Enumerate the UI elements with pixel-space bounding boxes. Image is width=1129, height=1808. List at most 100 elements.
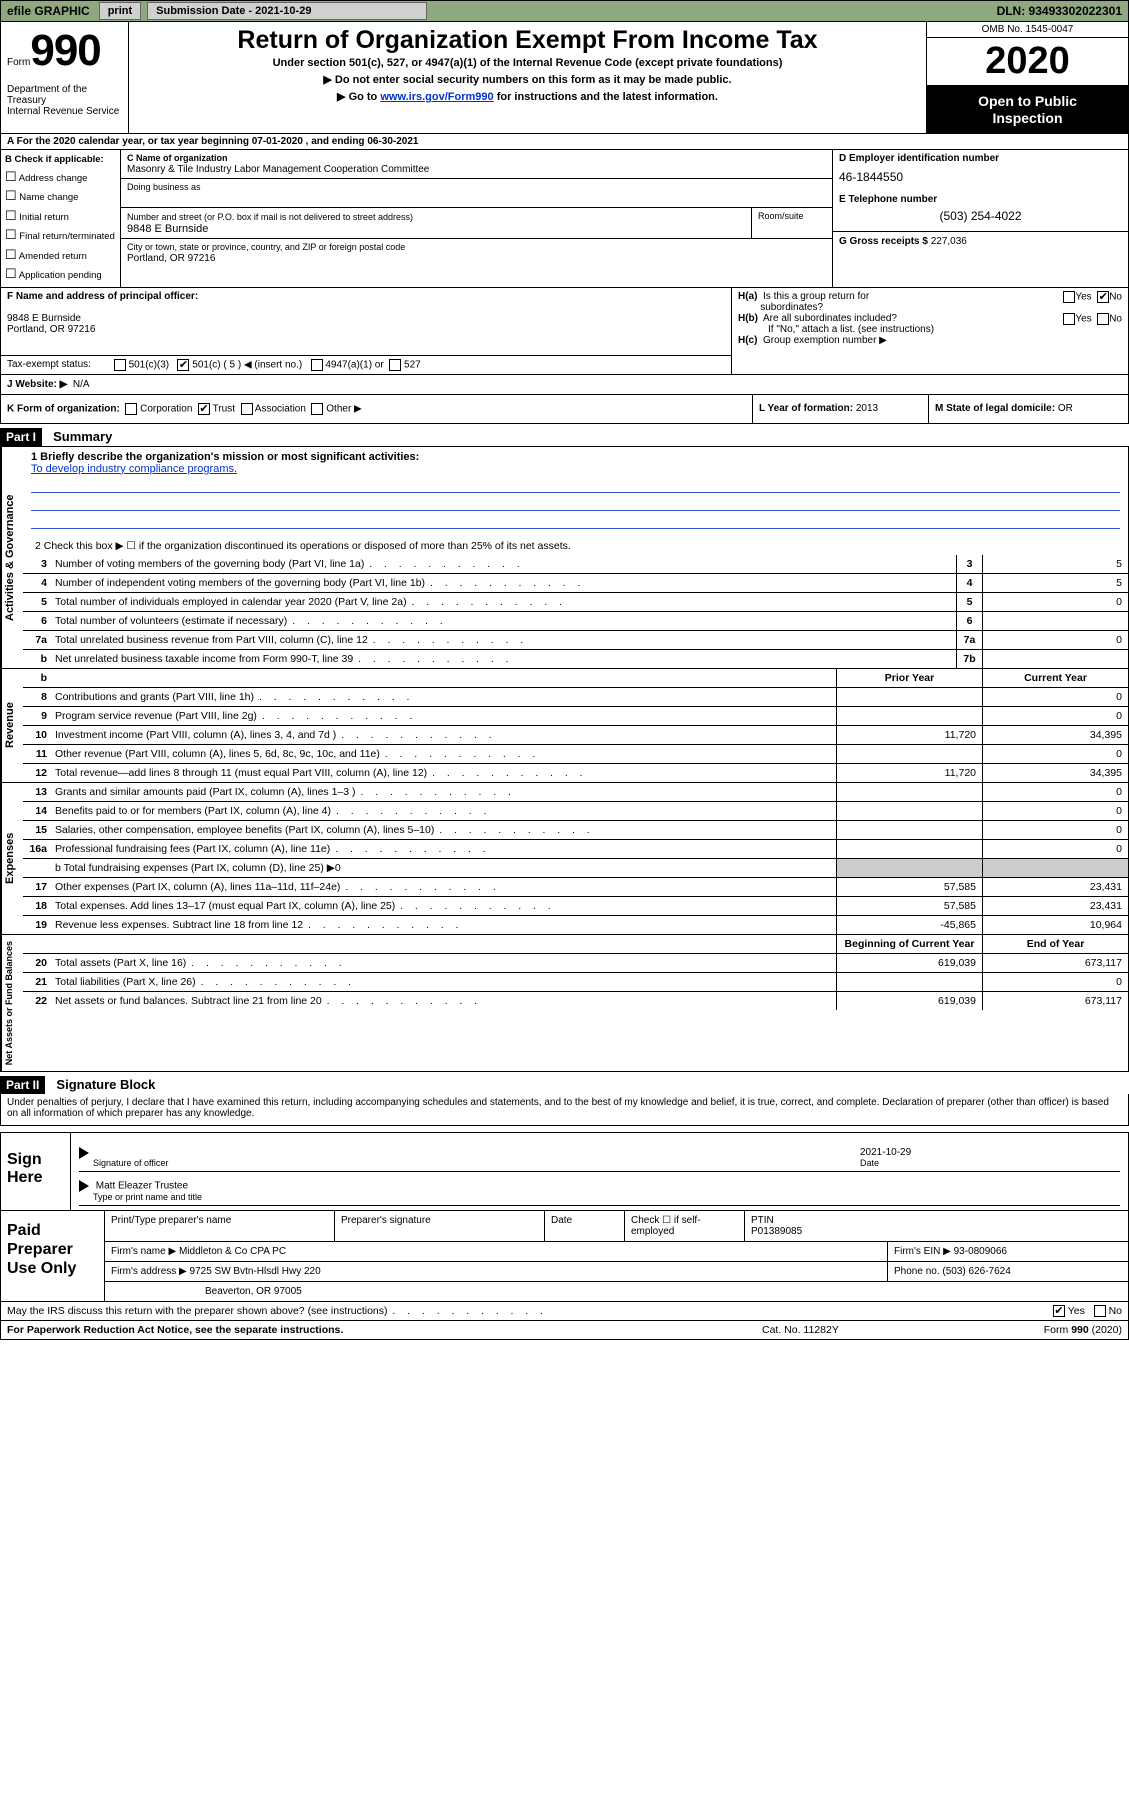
summary-net-assets: Net Assets or Fund Balances Beginning of… [0,935,1129,1072]
entity-grid: B Check if applicable: ☐ Address change … [0,150,1129,288]
submission-date-button[interactable]: Submission Date - 2021-10-29 [147,2,427,20]
telephone-value: (503) 254-4022 [839,209,1122,223]
omb-number: OMB No. 1545-0047 [927,22,1128,38]
ptin-value: P01389085 [751,1226,802,1237]
summary-line-10: 10Investment income (Part VIII, column (… [23,726,1128,745]
website-row: J Website: ▶ N/A [0,375,1129,395]
summary-line-16a: 16aProfessional fundraising fees (Part I… [23,840,1128,859]
irs-link[interactable]: www.irs.gov/Form990 [380,91,493,103]
city-row: City or town, state or province, country… [121,239,832,267]
sign-date: 2021-10-29Date [860,1147,1120,1169]
dept-label: Department of the TreasuryInternal Reven… [7,84,122,117]
discuss-yes-checkbox[interactable] [1053,1305,1065,1317]
sidebar-expenses: Expenses [1,783,23,934]
summary-revenue: Revenue b Prior Year Current Year 8Contr… [0,669,1129,783]
summary-line-18: 18Total expenses. Add lines 13–17 (must … [23,897,1128,916]
box-c-org-info: C Name of organization Masonry & Tile In… [121,150,832,287]
box-h-group-return: H(a) Is this a group return for Yes No s… [732,288,1128,374]
efile-label: efile GRAPHIC [1,4,96,18]
form-header: Form990 Department of the TreasuryIntern… [0,22,1129,134]
top-bar: efile GRAPHIC print Submission Date - 20… [0,0,1129,22]
summary-line-5: 5Total number of individuals employed in… [23,593,1128,612]
summary-line-11: 11Other revenue (Part VIII, column (A), … [23,745,1128,764]
sign-here-label: SignHere [1,1133,71,1210]
tax-year: 2020 [927,38,1128,87]
summary-line-7a: 7aTotal unrelated business revenue from … [23,631,1128,650]
klm-row: K Form of organization: Corporation Trus… [0,395,1129,424]
summary-line-15: 15Salaries, other compensation, employee… [23,821,1128,840]
print-button[interactable]: print [99,2,141,20]
summary-line-9: 9Program service revenue (Part VIII, lin… [23,707,1128,726]
part-i-title: Summary [45,429,112,444]
summary-line-12: 12Total revenue—add lines 8 through 11 (… [23,764,1128,782]
net-header: Beginning of Current Year End of Year [23,935,1128,954]
summary-line-3: 3Number of voting members of the governi… [23,555,1128,574]
line-16b: b Total fundraising expenses (Part IX, c… [23,859,1128,878]
summary-line-17: 17Other expenses (Part IX, column (A), l… [23,878,1128,897]
part-ii-header-row: Part II Signature Block [0,1072,1129,1094]
summary-line-7b: bNet unrelated business taxable income f… [23,650,1128,668]
mission-text: To develop industry compliance programs. [31,463,237,475]
ein-value: 46-1844550 [839,170,1122,184]
part-i-header-row: Part I Summary [0,424,1129,446]
sign-here-block: SignHere Signature of officer 2021-10-29… [0,1132,1129,1211]
sig-arrow-icon [79,1147,89,1159]
501c-checkbox[interactable] [177,359,189,371]
firm-address-row: Firm's address ▶ 9725 SW Bvtn-Hlsdl Hwy … [105,1262,1128,1282]
catalog-number: Cat. No. 11282Y [762,1324,962,1336]
form-subtitle: Under section 501(c), 527, or 4947(a)(1)… [137,57,918,69]
summary-line-20: 20Total assets (Part X, line 16)619,0396… [23,954,1128,973]
instr-no-ssn: ▶ Do not enter social security numbers o… [137,73,918,86]
summary-line-19: 19Revenue less expenses. Subtract line 1… [23,916,1128,934]
principal-officer: F Name and address of principal officer:… [1,288,731,356]
org-name: Masonry & Tile Industry Labor Management… [127,164,429,175]
sidebar-revenue: Revenue [1,669,23,782]
mission-block: 1 Briefly describe the organization's mi… [23,447,1128,537]
line-2: 2 Check this box ▶ ☐ if the organization… [23,537,1128,555]
name-arrow-icon [79,1180,89,1192]
open-public-badge: Open to PublicInspection [927,87,1128,133]
summary-line-14: 14Benefits paid to or for members (Part … [23,802,1128,821]
street-row: Number and street (or P.O. box if mail i… [121,208,832,239]
officer-name: Matt Eleazer Trustee [96,1181,188,1192]
section-a-tax-year: A For the 2020 calendar year, or tax yea… [0,134,1129,150]
summary-line-8: 8Contributions and grants (Part VIII, li… [23,688,1128,707]
part-i-tag: Part I [0,428,42,446]
form-of-organization: K Form of organization: Corporation Trus… [1,395,752,423]
paid-preparer-block: PaidPreparerUse Only Print/Type preparer… [0,1211,1129,1302]
trust-checkbox[interactable] [198,403,210,415]
form-number: 990 [30,26,100,75]
omb-year-block: OMB No. 1545-0047 2020 Open to PublicIns… [926,22,1128,133]
form-title-block: Return of Organization Exempt From Incom… [129,22,926,133]
gross-receipts: G Gross receipts $ 227,036 [833,231,1128,251]
summary-line-13: 13Grants and similar amounts paid (Part … [23,783,1128,802]
paid-preparer-label: PaidPreparerUse Only [1,1211,105,1301]
org-city: Portland, OR 97216 [127,253,215,264]
rev-header: b Prior Year Current Year [23,669,1128,688]
state-of-domicile: M State of legal domicile: OR [928,395,1128,423]
org-name-row: C Name of organization Masonry & Tile In… [121,150,832,179]
summary-governance: Activities & Governance 1 Briefly descri… [0,446,1129,669]
summary-line-21: 21Total liabilities (Part X, line 26)0 [23,973,1128,992]
ha-no-checkbox[interactable] [1097,291,1109,303]
jurat-text: Under penalties of perjury, I declare th… [0,1094,1129,1126]
footer-row: For Paperwork Reduction Act Notice, see … [0,1321,1129,1340]
room-suite: Room/suite [752,208,832,238]
summary-line-6: 6Total number of volunteers (estimate if… [23,612,1128,631]
part-ii-tag: Part II [0,1076,45,1094]
officer-signature-line: Signature of officer [93,1147,860,1169]
summary-line-22: 22Net assets or fund balances. Subtract … [23,992,1128,1010]
dba-row: Doing business as [121,179,832,208]
fh-row: F Name and address of principal officer:… [0,288,1129,375]
tax-exempt-status: Tax-exempt status: 501(c)(3) 501(c) ( 5 … [1,356,731,374]
firm-name-row: Firm's name ▶ Middleton & Co CPA PC Firm… [105,1242,1128,1262]
preparer-header-row: Print/Type preparer's name Preparer's si… [105,1211,1128,1242]
instr-link: ▶ Go to www.irs.gov/Form990 for instruct… [137,90,918,103]
sidebar-governance: Activities & Governance [1,447,23,668]
summary-expenses: Expenses 13Grants and similar amounts pa… [0,783,1129,935]
sidebar-net-assets: Net Assets or Fund Balances [1,935,23,1071]
form-title: Return of Organization Exempt From Incom… [137,26,918,55]
form-number-block: Form990 Department of the TreasuryIntern… [1,22,129,133]
dln-label: DLN: 93493302022301 [997,4,1128,18]
org-street: 9848 E Burnside [127,223,208,235]
